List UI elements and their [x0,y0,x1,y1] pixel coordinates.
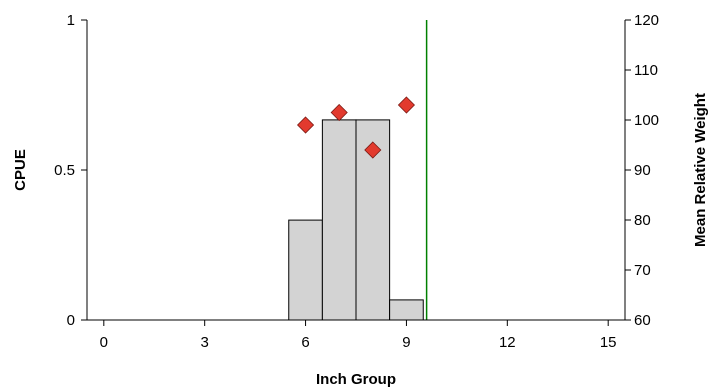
bar-6 [288,219,323,321]
bar-7 [321,119,357,321]
ticks: 0 3 6 9 12 15 0 0.5 1 60 70 80 90 100 110 120 [54,12,659,351]
relative-weight-point-8 [364,141,382,159]
y2-tick-label-60: 60 [634,312,651,329]
bar-9 [389,299,424,321]
y2-tick-label-110: 110 [634,62,658,79]
y2-tick-label-120: 120 [634,12,659,29]
x-tick-label-3: 3 [201,334,209,351]
y2-tick-label-100: 100 [634,112,659,129]
y-tick-label-0: 0 [67,312,75,329]
y-axis-title: CPUE [12,149,29,191]
y-tick-label-0.5: 0.5 [54,162,75,179]
y2-axis-title: Mean Relative Weight [692,93,709,247]
x-tick-label-0: 0 [100,334,108,351]
y2-tick-label-90: 90 [634,162,651,179]
y2-tick-label-70: 70 [634,262,651,279]
x-tick-label-9: 9 [402,334,410,351]
x-axis-title: Inch Group [316,371,396,388]
relative-weight-point-6 [296,116,315,134]
x-tick-label-12: 12 [499,334,516,351]
plot-area [288,20,428,321]
x-tick-label-6: 6 [301,334,309,351]
relative-weight-point-9 [397,96,416,114]
relative-weight-point-7 [330,103,348,122]
y2-tick-label-80: 80 [634,212,651,229]
x-tick-label-15: 15 [600,334,617,351]
y-tick-label-1: 1 [67,12,75,29]
